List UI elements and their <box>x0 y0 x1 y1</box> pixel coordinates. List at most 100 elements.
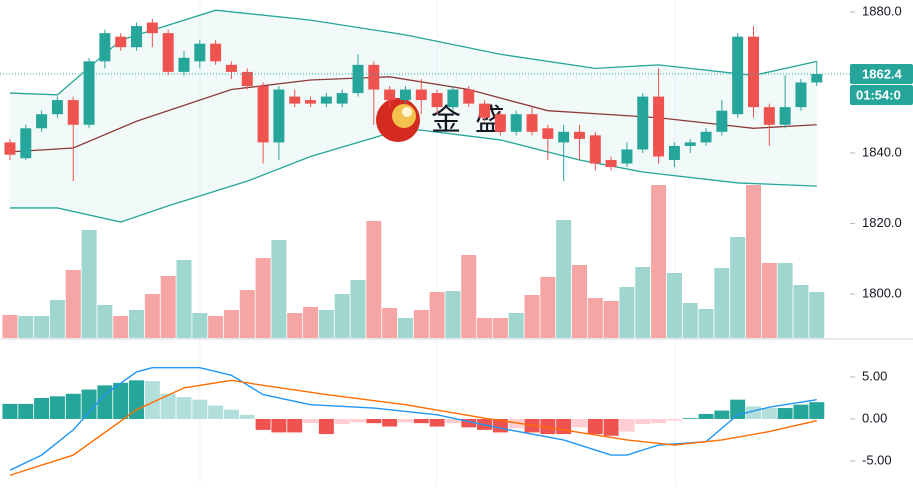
candle-body <box>415 89 427 101</box>
candle-body <box>700 131 712 143</box>
candle-body <box>463 89 475 104</box>
volume-bar <box>461 255 477 338</box>
macd-histogram-bar <box>303 418 319 424</box>
candle-body <box>668 145 680 161</box>
volume-bar <box>397 318 413 338</box>
candle-body <box>747 36 759 108</box>
candle-body <box>4 142 16 155</box>
volume-bar <box>239 290 255 338</box>
volume-bar <box>777 263 793 338</box>
candle-body <box>431 93 443 108</box>
volume-bar <box>445 291 461 338</box>
macd-histogram-bar <box>714 410 730 419</box>
volume-bar <box>682 303 698 338</box>
macd-histogram-bar <box>508 418 524 429</box>
candle-body <box>289 96 301 104</box>
candle-body <box>115 36 127 48</box>
volume-bar <box>49 300 65 338</box>
volume-bar <box>366 221 382 338</box>
macd-histogram-bar <box>239 414 255 419</box>
candle-body <box>99 33 111 62</box>
macd-histogram-bar <box>208 405 224 419</box>
volume-bar <box>192 313 208 338</box>
macd-histogram-bar <box>34 397 50 419</box>
macd-histogram-bar <box>382 418 398 427</box>
candle-body <box>573 131 585 139</box>
candle-body <box>320 96 332 104</box>
candle-body <box>763 107 775 125</box>
volume-bar <box>303 307 319 338</box>
band-line <box>9 76 817 153</box>
macd-histogram-bar <box>619 418 635 432</box>
volume-bar <box>18 316 34 338</box>
y-tick-label: 1880.0 <box>862 3 902 18</box>
volume-bar <box>271 240 287 338</box>
candle-body <box>732 36 744 115</box>
candle-body <box>479 103 491 118</box>
volume-bar <box>730 237 746 338</box>
volume-bar <box>524 295 540 338</box>
candle-body <box>257 85 269 143</box>
candle-body <box>336 93 348 104</box>
countdown-box <box>850 85 913 106</box>
candle-body <box>384 89 396 101</box>
candle-body <box>67 100 79 125</box>
volume-bar <box>413 310 429 338</box>
candle-body <box>716 110 728 132</box>
volume-bar <box>477 318 493 338</box>
macd-histogram-bar <box>635 418 651 425</box>
volume-bar <box>429 292 445 338</box>
volume-bar <box>603 301 619 338</box>
macd-histogram-bar <box>2 403 18 419</box>
volume-bar <box>809 292 825 338</box>
volume-bar <box>508 313 524 338</box>
macd-histogram-bar <box>540 418 556 435</box>
macd-histogram-bar <box>413 418 429 424</box>
candle-body <box>178 57 190 72</box>
macd-histogram-bar <box>144 381 160 419</box>
candle-body <box>653 96 665 157</box>
volume-bar <box>651 185 667 338</box>
y-tick-label: 1820.0 <box>862 215 902 230</box>
volume-bar <box>113 316 129 338</box>
candle-body <box>368 64 380 90</box>
y-tick-label: 1840.0 <box>862 144 902 159</box>
volume-bar <box>334 294 350 338</box>
volume-bar <box>745 185 761 338</box>
y-tick-label: -5.00 <box>862 452 892 467</box>
candle-body <box>795 82 807 108</box>
candle-body <box>589 135 601 164</box>
macd-histogram-bar <box>334 418 350 425</box>
y-tick-label: 0.00 <box>862 410 887 425</box>
macd-histogram-bar <box>350 418 366 423</box>
volume-bar <box>350 280 366 338</box>
volume-bar <box>698 309 714 338</box>
volume-bar <box>540 277 556 338</box>
volume-bar <box>761 263 777 338</box>
volume-bar <box>97 305 113 338</box>
macd-histogram-bar <box>777 408 793 419</box>
macd-histogram-bar <box>587 418 603 435</box>
candle-body <box>447 89 459 108</box>
candle-body <box>241 71 253 86</box>
volume-bar <box>571 265 587 338</box>
volume-bar <box>318 310 334 338</box>
volume-bar <box>176 260 192 338</box>
macd-histogram-bar <box>761 408 777 419</box>
volume-bar <box>619 287 635 338</box>
y-tick-label: 5.00 <box>862 368 887 383</box>
candle-body <box>542 128 554 139</box>
macd-histogram-bar <box>429 418 445 427</box>
macd-histogram-bar <box>793 404 809 419</box>
volume-bar <box>492 318 508 338</box>
macd-histogram-bar <box>698 413 714 419</box>
candle-body <box>131 26 143 48</box>
macd-histogram-bar <box>129 380 145 419</box>
candle-body <box>399 89 411 101</box>
volume-bar <box>208 316 224 338</box>
volume-bar <box>587 298 603 338</box>
volume-bar <box>129 310 145 338</box>
macd-histogram-bar <box>255 418 271 430</box>
candle-body <box>684 142 696 146</box>
